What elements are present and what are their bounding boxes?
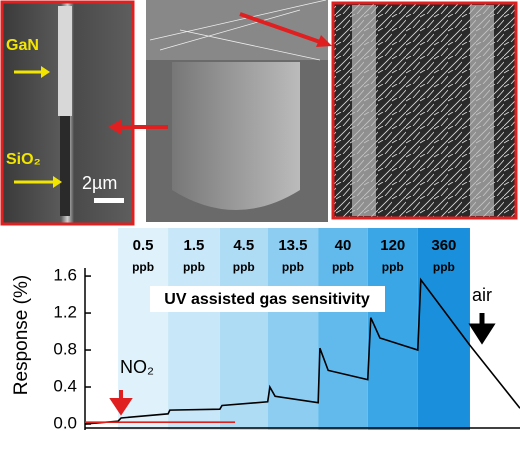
y-axis-label: Response (%) [11, 275, 32, 395]
band-unit: ppb [282, 260, 304, 274]
gas-arrow [109, 390, 133, 416]
band-label: 1.5 [184, 237, 205, 254]
band-unit: ppb [132, 260, 154, 274]
scale-bar-label: 2µm [82, 173, 117, 193]
sem-panel-middle [146, 0, 328, 222]
y-tick-label: 0.4 [53, 376, 77, 395]
concentration-band [417, 228, 470, 430]
y-tick-label: 0.8 [53, 340, 77, 359]
concentration-band [318, 228, 368, 430]
response-chart: 0.5 ppb 1.5 ppb 4.5 ppb 13.5 ppb 40 ppb 120 ppb 360 p… [11, 228, 520, 432]
band-unit: ppb [233, 260, 255, 274]
band-label: 0.5 [133, 237, 154, 254]
label-gan: GaN [6, 37, 39, 54]
concentration-band [168, 228, 220, 430]
concentration-band [118, 228, 169, 430]
band-unit: ppb [382, 260, 404, 274]
annotation-title: UV assisted gas sensitivity [164, 291, 370, 308]
band-unit: ppb [433, 260, 455, 274]
band-unit: ppb [332, 260, 354, 274]
annotation-gas: NO₂ [120, 357, 154, 377]
y-tick-label: 1.2 [53, 303, 77, 322]
concentration-band [219, 228, 268, 430]
sem-panel-right [331, 1, 518, 220]
band-label: 360 [431, 237, 456, 254]
band-label: 13.5 [278, 237, 307, 254]
y-tick-label: 1.6 [53, 266, 77, 285]
response-line [84, 277, 520, 425]
annotation-box [150, 286, 385, 312]
sem-panel-left [0, 0, 135, 226]
band-label: 40 [335, 237, 352, 254]
annotation-air: air [472, 285, 492, 305]
label-sio2: SiO₂ [6, 151, 41, 168]
band-label: 120 [380, 237, 405, 254]
band-label: 4.5 [233, 237, 254, 254]
y-tick-label: 0.0 [53, 413, 77, 432]
band-unit: ppb [183, 260, 205, 274]
air-arrow [468, 313, 496, 345]
